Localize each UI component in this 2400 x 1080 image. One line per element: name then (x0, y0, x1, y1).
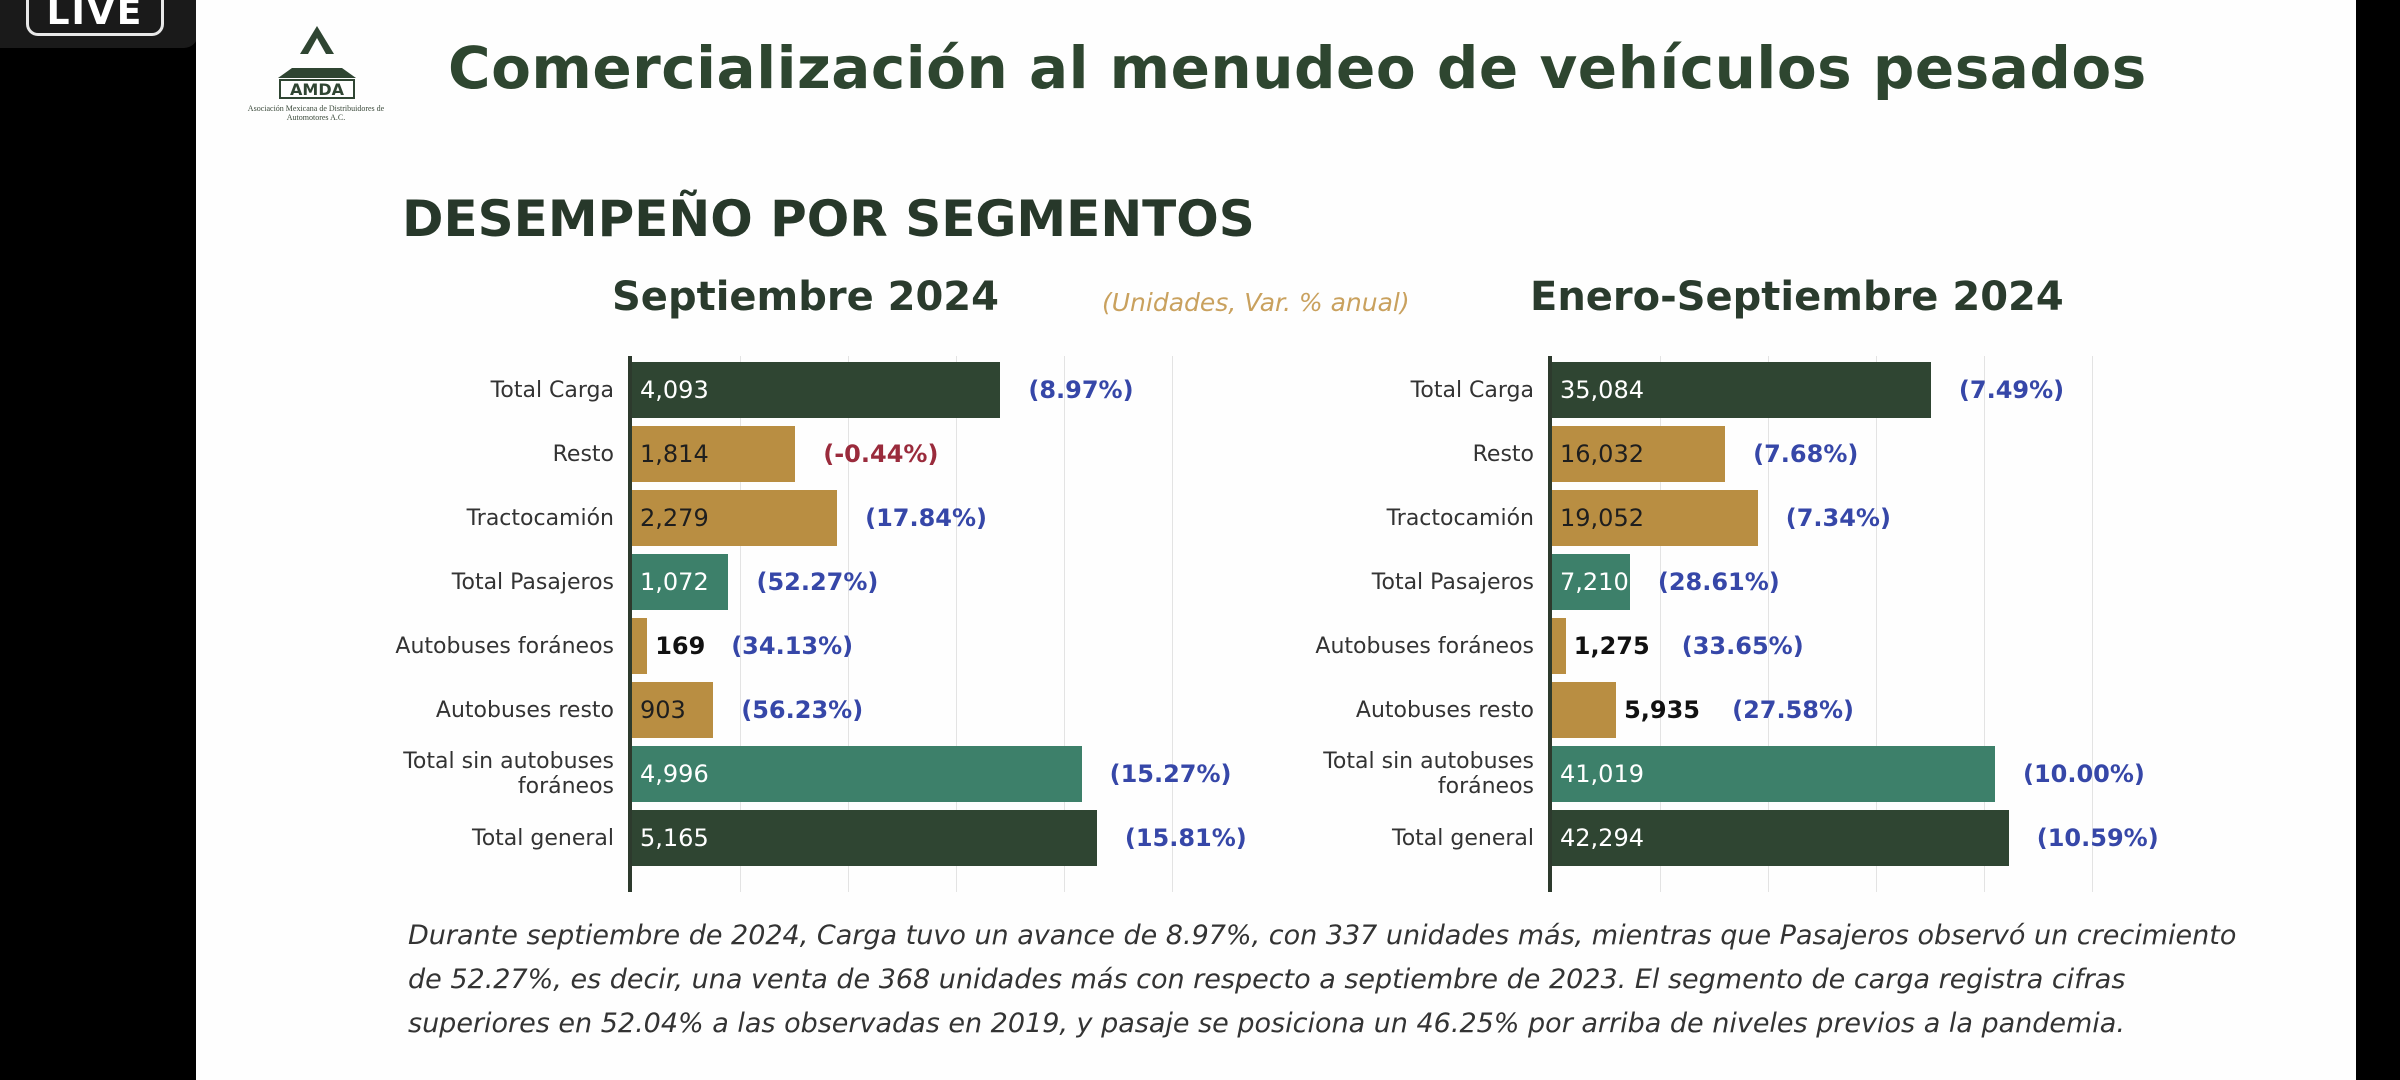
page-title: Comercialización al menudeo de vehículos… (448, 34, 2147, 102)
summary-paragraph: Durante septiembre de 2024, Carga tuvo u… (408, 920, 2237, 1039)
category-label-total-carga: Total Carga (490, 377, 614, 403)
gridline (1984, 356, 1985, 892)
bar-autobuses-resto (1552, 682, 1617, 738)
bar-value-total-pasajeros: 1,072 (640, 568, 709, 596)
bar-tractocamion (632, 490, 838, 546)
category-label-resto: Resto (1472, 441, 1534, 467)
section-title: DESEMPEÑO POR SEGMENTOS (402, 190, 1255, 248)
category-label-total-sin-autobuses-foraneos: Total sin autobuses foráneos (403, 749, 614, 799)
logo-wordmark: AMDA (290, 80, 345, 99)
gridline (848, 356, 849, 892)
bar-total-pasajeros (1552, 554, 1630, 610)
gridline (2092, 356, 2093, 892)
gridline (1064, 356, 1065, 892)
gridline (1876, 356, 1877, 892)
category-label-autobuses-foraneos: Autobuses foráneos (1315, 633, 1534, 659)
bar-value-resto: 16,032 (1560, 440, 1644, 468)
bar-value-total-sin-autobuses-foraneos: 4,996 (640, 760, 709, 788)
bar-value-tractocamion: 2,279 (640, 504, 709, 532)
pct-change-autobuses-foraneos: (34.13%) (731, 632, 854, 660)
pct-change-tractocamion: (7.34%) (1785, 504, 1891, 532)
category-label-autobuses-resto: Autobuses resto (435, 697, 614, 723)
gridline (1768, 356, 1769, 892)
bar-tractocamion (1552, 490, 1758, 546)
bar-value-resto: 1,814 (640, 440, 709, 468)
pct-change-total-general: (10.59%) (2036, 824, 2159, 852)
category-label-tractocamion: Tractocamión (1386, 505, 1534, 531)
category-label-total-carga: Total Carga (1410, 377, 1534, 403)
amda-logo-icon: AMDA (278, 26, 356, 99)
logo-org-name: Asociación Mexicana de Distribuidores de… (247, 104, 385, 122)
live-badge: LIVE (0, 0, 198, 48)
bar-resto (632, 426, 796, 482)
pct-change-resto: (7.68%) (1753, 440, 1859, 468)
pct-change-autobuses-resto: (56.23%) (741, 696, 864, 724)
bar-total-pasajeros (632, 554, 729, 610)
bar-total-general (1552, 810, 2009, 866)
chart-title-september: Septiembre 2024 (612, 274, 999, 320)
bar-total-carga (632, 362, 1001, 418)
pct-change-total-pasajeros: (28.61%) (1657, 568, 1780, 596)
category-label-resto: Resto (552, 441, 614, 467)
y-axis-line (1548, 356, 1552, 892)
category-label-total-sin-autobuses-foraneos: Total sin autobuses foráneos (1323, 749, 1534, 799)
category-label-total-general: Total general (472, 825, 614, 851)
gridline (1660, 356, 1661, 892)
bar-value-tractocamion: 19,052 (1560, 504, 1644, 532)
pct-change-total-sin-autobuses-foraneos: (15.27%) (1109, 760, 1232, 788)
gridline (956, 356, 957, 892)
bar-chart-september: Total Carga 4,093 (8.97%) Resto 1,814 (-0.44%… (324, 356, 1247, 896)
bar-value-total-carga: 4,093 (640, 376, 709, 404)
category-label-total-pasajeros: Total Pasajeros (1371, 569, 1534, 595)
bar-value-autobuses-foraneos: 1,275 (1573, 632, 1650, 660)
bar-autobuses-foraneos (632, 618, 648, 674)
gridline (740, 356, 741, 892)
gridline (1172, 356, 1173, 892)
category-label-autobuses-resto: Autobuses resto (1355, 697, 1534, 723)
pct-change-tractocamion: (17.84%) (865, 504, 988, 532)
bar-value-total-general: 42,294 (1560, 824, 1644, 852)
bar-total-carga (1552, 362, 1931, 418)
bar-chart-jan-sep: Total Carga 35,084 (7.49%) Resto 16,032 (7.68… (1244, 356, 2159, 896)
bar-total-sin-autobuses-foraneos (1552, 746, 1995, 802)
pct-change-total-carga: (7.49%) (1958, 376, 2065, 404)
bar-value-total-carga: 35,084 (1560, 376, 1644, 404)
category-label-total-general: Total general (1392, 825, 1534, 851)
chart-title-jan-sep: Enero-Septiembre 2024 (1530, 274, 2064, 320)
bar-value-autobuses-foraneos: 169 (655, 632, 706, 660)
bar-value-autobuses-resto: 5,935 (1624, 696, 1701, 724)
pct-change-resto: (-0.44%) (823, 440, 939, 468)
bar-total-sin-autobuses-foraneos (632, 746, 1082, 802)
amda-logo: AMDA Asociación Mexicana de Distribuidor… (236, 24, 396, 132)
category-label-autobuses-foraneos: Autobuses foráneos (395, 633, 614, 659)
pct-change-total-general: (15.81%) (1124, 824, 1247, 852)
bar-autobuses-foraneos (1552, 618, 1566, 674)
live-label: LIVE (26, 0, 164, 36)
bar-autobuses-resto (632, 682, 714, 738)
bar-resto (1552, 426, 1726, 482)
bar-value-total-general: 5,165 (640, 824, 709, 852)
bar-value-autobuses-resto: 903 (640, 696, 686, 724)
category-label-tractocamion: Tractocamión (466, 505, 614, 531)
bar-value-total-sin-autobuses-foraneos: 41,019 (1560, 760, 1644, 788)
bar-total-general (632, 810, 1097, 866)
pct-change-autobuses-resto: (27.58%) (1732, 696, 1854, 724)
pct-change-total-pasajeros: (52.27%) (756, 568, 879, 596)
pct-change-total-carga: (8.97%) (1028, 376, 1134, 404)
pct-change-total-sin-autobuses-foraneos: (10.00%) (2023, 760, 2145, 788)
y-axis-line (628, 356, 632, 892)
category-label-total-pasajeros: Total Pasajeros (451, 569, 614, 595)
bar-value-total-pasajeros: 7,210 (1560, 568, 1629, 596)
presentation-slide: AMDA Asociación Mexicana de Distribuidor… (196, 0, 2356, 1080)
units-note: (Unidades, Var. % anual) (1102, 288, 1410, 317)
pct-change-autobuses-foraneos: (33.65%) (1681, 632, 1804, 660)
